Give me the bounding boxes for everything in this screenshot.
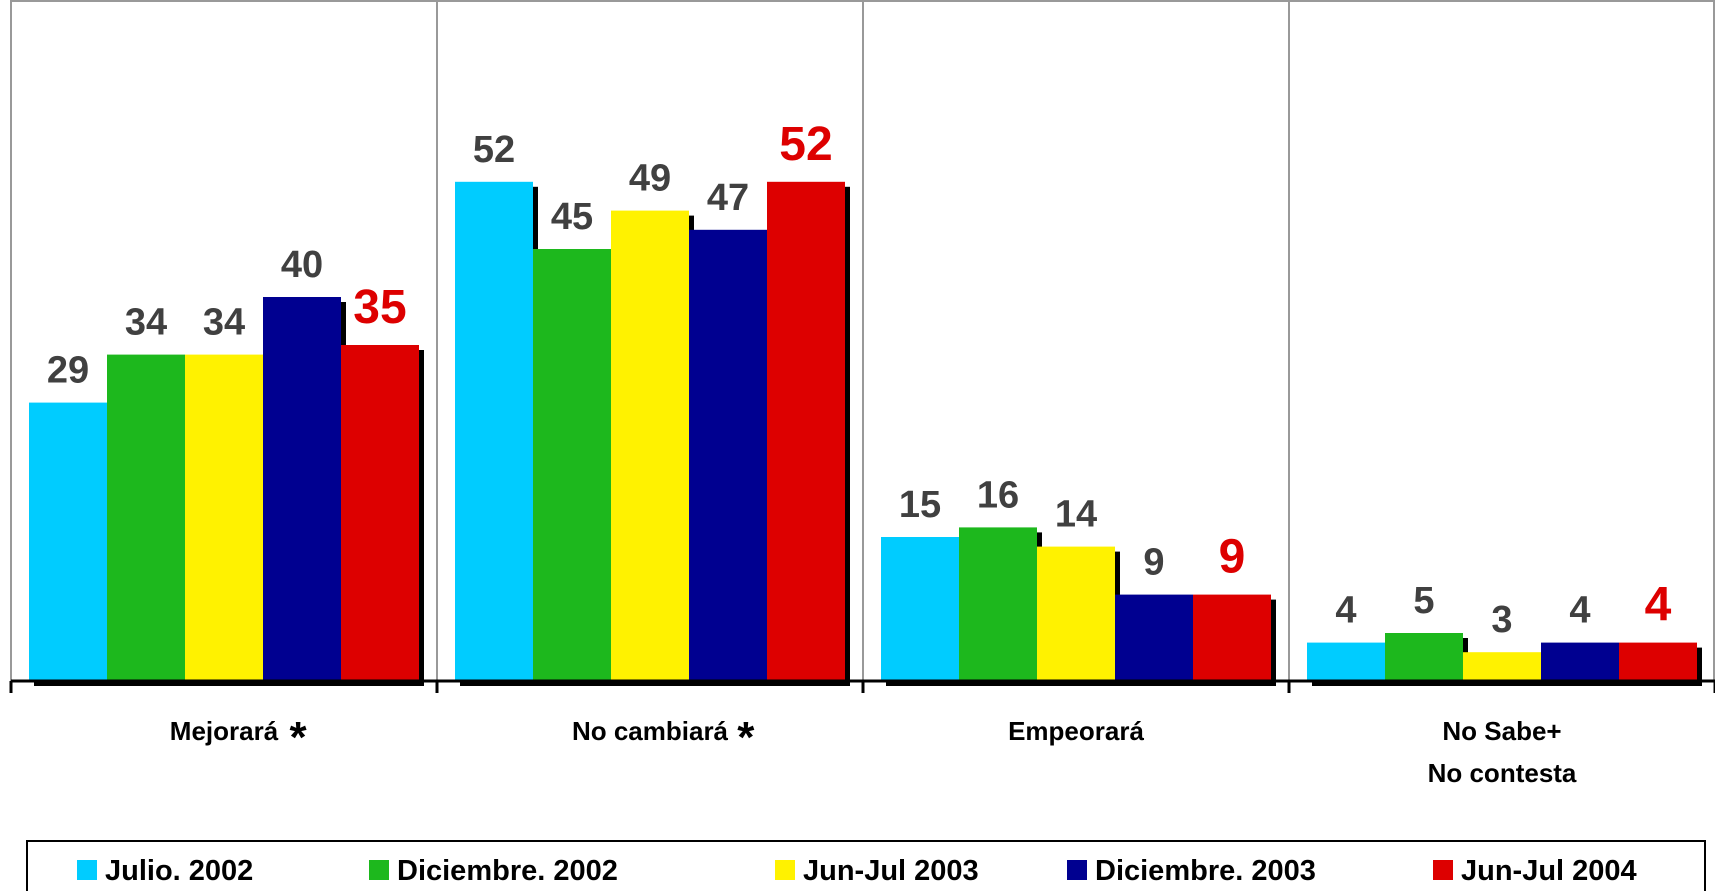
- legend-label: Diciembre. 2003: [1095, 855, 1316, 887]
- value-label: 14: [1055, 494, 1097, 536]
- bar: [1307, 642, 1385, 681]
- value-label: 3: [1491, 599, 1512, 641]
- value-label: 52: [779, 118, 832, 171]
- value-label: 4: [1645, 579, 1672, 632]
- value-label: 34: [125, 302, 167, 344]
- bar: [341, 345, 419, 681]
- bar: [959, 527, 1037, 681]
- bar: [107, 354, 185, 681]
- value-label: 52: [473, 129, 515, 171]
- bar: [1193, 594, 1271, 681]
- bar: [455, 181, 533, 682]
- value-label: 34: [203, 302, 245, 344]
- bar: [611, 210, 689, 681]
- value-label: 47: [707, 177, 749, 219]
- value-label: 9: [1143, 542, 1164, 584]
- value-label: 5: [1413, 580, 1434, 622]
- legend-box: [26, 840, 1706, 891]
- bar: [1541, 642, 1619, 681]
- bar: [1037, 546, 1115, 681]
- value-label: 49: [629, 158, 671, 200]
- value-label: 16: [977, 474, 1019, 516]
- legend-swatch: [369, 860, 389, 880]
- value-label: 40: [281, 244, 323, 286]
- bar: [1115, 594, 1193, 681]
- legend-label: Jun-Jul 2004: [1461, 855, 1637, 887]
- bar: [1463, 652, 1541, 681]
- legend-label: Julio. 2002: [105, 855, 253, 887]
- legend-label: Jun-Jul 2003: [803, 855, 979, 887]
- value-label: 29: [47, 350, 89, 392]
- value-label: 9: [1219, 531, 1246, 584]
- value-label: 45: [551, 196, 593, 238]
- category-label: Mejorará: [169, 716, 279, 746]
- bar: [881, 537, 959, 681]
- bar: [689, 229, 767, 682]
- legend-swatch: [1067, 860, 1087, 880]
- bar: [29, 402, 107, 681]
- value-label: 35: [353, 281, 406, 334]
- annotation: *: [737, 713, 755, 762]
- legend-swatch: [77, 860, 97, 880]
- legend-swatch: [1433, 860, 1453, 880]
- value-label: 4: [1569, 590, 1590, 632]
- category-label: Empeorará: [1008, 716, 1144, 746]
- value-label: 4: [1335, 590, 1356, 632]
- value-label: 15: [899, 484, 941, 526]
- bar: [533, 249, 611, 681]
- bar: [185, 354, 263, 681]
- category-label: No Sabe+ No contesta: [1427, 716, 1577, 788]
- legend-label: Diciembre. 2002: [397, 855, 618, 887]
- category-label: No cambiará: [571, 716, 729, 746]
- bar: [1385, 633, 1463, 681]
- bar: [263, 297, 341, 681]
- bar: [1619, 642, 1697, 681]
- annotation: *: [289, 713, 307, 762]
- bar: [767, 181, 845, 682]
- legend-swatch: [775, 860, 795, 880]
